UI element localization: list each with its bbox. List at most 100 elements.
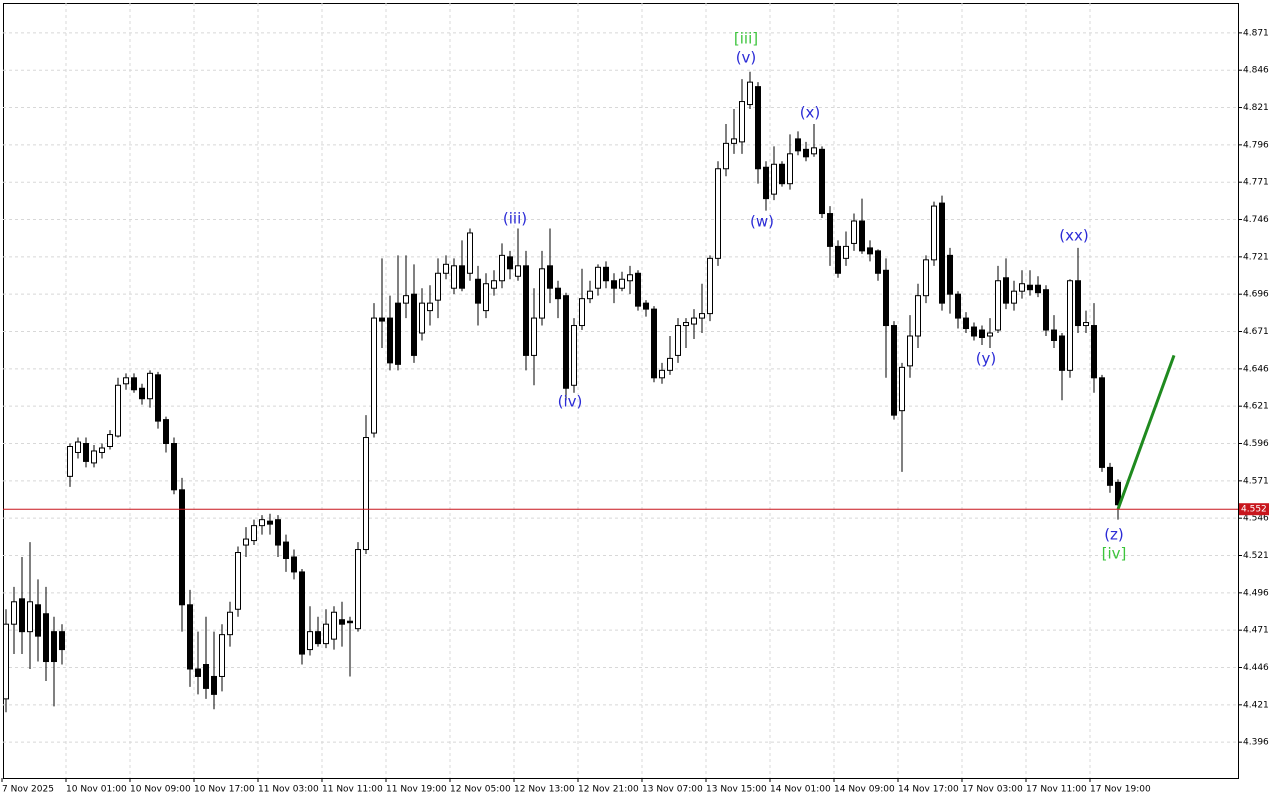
candle-body xyxy=(867,247,873,255)
y-tick-label: 4.821 xyxy=(1243,103,1269,113)
candle-body xyxy=(3,623,9,700)
candle-body xyxy=(83,443,89,462)
candle-body xyxy=(1067,280,1073,371)
x-tick-label: 17 Nov 19:00 xyxy=(1090,785,1151,795)
candle-body xyxy=(931,205,937,261)
wave-label: (iv) xyxy=(558,393,583,411)
candle-body xyxy=(51,631,57,663)
candle-body xyxy=(35,604,41,637)
y-tick-label: 4.446 xyxy=(1243,663,1269,673)
candle-body xyxy=(75,441,81,453)
candle-body xyxy=(683,322,689,327)
candle-body xyxy=(579,298,585,327)
candle-body xyxy=(883,269,889,327)
candle-body xyxy=(499,254,505,282)
candle-body xyxy=(587,290,593,300)
last-price-box xyxy=(1239,503,1269,516)
candle-body xyxy=(1019,283,1025,292)
candle-body xyxy=(443,263,449,274)
candle-body xyxy=(755,86,761,170)
candle-body xyxy=(891,325,897,416)
y-tick-label: 4.546 xyxy=(1243,514,1269,524)
candle-body xyxy=(131,377,137,391)
candle-body xyxy=(475,278,481,304)
candle-body xyxy=(99,447,105,453)
candle-body xyxy=(251,525,257,542)
candle-body xyxy=(227,611,233,636)
x-tick-label: 13 Nov 15:00 xyxy=(706,785,767,795)
candle-body xyxy=(707,257,713,315)
candle-body xyxy=(563,295,569,389)
candle-body xyxy=(523,265,529,356)
candle-body xyxy=(635,272,641,307)
candle-body xyxy=(107,434,113,447)
wave-label: (xx) xyxy=(1059,227,1088,245)
candle-body xyxy=(459,265,465,289)
y-tick-label: 4.696 xyxy=(1243,290,1269,300)
candle-body xyxy=(451,265,457,289)
candle-body xyxy=(915,295,921,337)
candle-body xyxy=(923,259,929,297)
candle-body xyxy=(203,664,209,689)
candle-body xyxy=(859,220,865,252)
candle-body xyxy=(875,250,881,274)
candle-body xyxy=(787,153,793,185)
x-tick-label: 12 Nov 21:00 xyxy=(578,785,639,795)
x-tick-label: 17 Nov 03:00 xyxy=(962,785,1023,795)
candle-body xyxy=(835,245,841,274)
candle-body xyxy=(491,280,497,289)
x-tick-label: 11 Nov 19:00 xyxy=(386,785,447,795)
candle-body xyxy=(811,147,817,155)
candle-body xyxy=(667,357,673,371)
x-tick-label: 11 Nov 03:00 xyxy=(258,785,319,795)
candle-body xyxy=(1035,284,1041,294)
y-tick-label: 4.596 xyxy=(1243,439,1269,449)
candle-body xyxy=(907,335,913,367)
candle-body xyxy=(715,168,721,259)
candle-body xyxy=(555,287,561,300)
candle-body xyxy=(779,163,785,185)
plot-frame xyxy=(3,3,1239,779)
candle-body xyxy=(531,317,537,356)
candle-body xyxy=(163,419,169,445)
wave-label: (x) xyxy=(800,104,821,122)
candle-body xyxy=(195,668,201,677)
candle-body xyxy=(1051,329,1057,341)
x-tick-label: 14 Nov 09:00 xyxy=(834,785,895,795)
candle-body xyxy=(387,317,393,364)
candle-body xyxy=(483,283,489,312)
candle-body xyxy=(1059,335,1065,371)
candle-body xyxy=(819,148,825,215)
candle-body xyxy=(219,634,225,677)
candle-body xyxy=(843,245,849,259)
x-tick-label: 10 Nov 17:00 xyxy=(194,785,255,795)
candle-body xyxy=(995,280,1001,331)
y-tick-label: 4.496 xyxy=(1243,588,1269,598)
candle-body xyxy=(739,101,745,143)
x-tick-label: 14 Nov 17:00 xyxy=(898,785,959,795)
candle-body xyxy=(763,166,769,200)
x-tick-label: 10 Nov 09:00 xyxy=(130,785,191,795)
x-tick-label: 12 Nov 05:00 xyxy=(450,785,511,795)
candle-body xyxy=(27,601,33,633)
candle-body xyxy=(723,142,729,170)
candle-body xyxy=(19,598,25,633)
wave-label: (iii) xyxy=(503,210,527,228)
candle-body xyxy=(91,450,97,464)
candle-body xyxy=(699,313,705,319)
candle-body xyxy=(611,280,617,289)
candle-body xyxy=(43,613,49,663)
candle-body xyxy=(379,317,385,322)
candle-body xyxy=(507,256,513,270)
candle-body xyxy=(147,372,153,400)
candle-body xyxy=(115,384,121,437)
candle-body xyxy=(307,631,313,651)
candle-body xyxy=(179,489,185,606)
candle-body xyxy=(747,81,753,106)
candle-body xyxy=(259,519,265,527)
candle-body xyxy=(971,326,977,337)
candle-body xyxy=(603,266,609,282)
last-price-label: 4.552 xyxy=(1241,505,1267,515)
y-tick-label: 4.721 xyxy=(1243,252,1269,262)
